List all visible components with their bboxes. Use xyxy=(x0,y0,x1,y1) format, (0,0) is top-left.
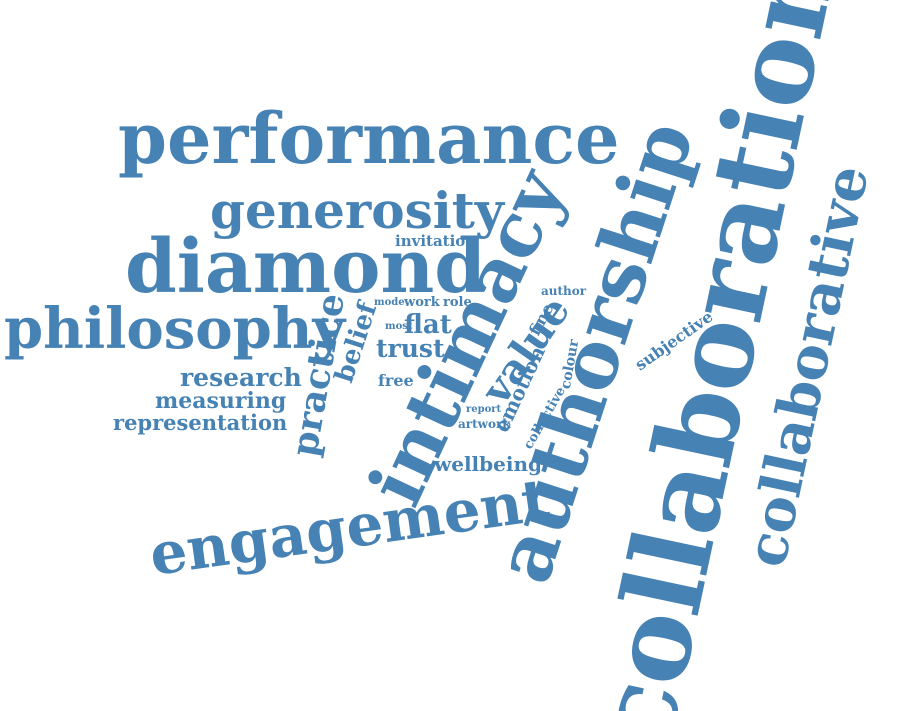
word-research: research xyxy=(180,363,302,392)
word-representation: representation xyxy=(113,410,287,435)
word-report: report xyxy=(466,404,502,415)
word-trust: trust xyxy=(376,334,445,363)
word-free: free xyxy=(378,371,414,390)
word-generosity: generosity xyxy=(210,181,506,240)
word-diamond: diamond xyxy=(125,224,486,310)
word-invitation: invitation xyxy=(395,232,476,250)
word-author: author xyxy=(541,284,587,298)
word-philosophy: philosophy xyxy=(4,296,347,362)
word-mode: mode xyxy=(374,297,405,308)
word-measuring: measuring xyxy=(155,388,286,414)
word-work: work xyxy=(403,295,441,310)
word-role: role xyxy=(443,295,472,310)
word-most: most xyxy=(385,321,413,332)
word-flat: flat xyxy=(404,310,452,340)
word-performance: performance xyxy=(118,97,620,180)
word-wellbeing: wellbeing xyxy=(433,452,542,476)
word-artwork: artwork xyxy=(458,417,511,431)
